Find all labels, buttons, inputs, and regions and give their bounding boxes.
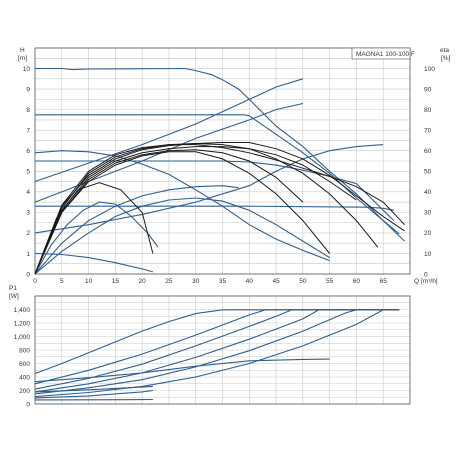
power-plot: 0 200 400 600 800 1,000 1,200 1,400 P1[W] xyxy=(9,285,410,408)
y2-tick-label: 10 xyxy=(424,251,432,258)
chart-title-box: MAGNA1 100-100 F xyxy=(352,48,415,59)
y-tick-label: 1 xyxy=(26,251,30,258)
operating-curve-line xyxy=(35,145,405,274)
y-tick-label: 7 xyxy=(26,127,30,134)
y2-tick-label: 60 xyxy=(424,148,432,155)
y2-tick-label: 80 xyxy=(424,107,432,114)
y-tick-label: 10 xyxy=(23,66,31,73)
y-tick-label: 2 xyxy=(26,230,30,237)
x-tick-label: 45 xyxy=(272,278,280,285)
p1-tick-label: 400 xyxy=(19,374,30,381)
p1-tick-label: 1,200 xyxy=(14,320,31,327)
y2-tick-label: 100 xyxy=(424,66,435,73)
y-axis-unit: [m] xyxy=(18,55,27,62)
y2-tick-label: 50 xyxy=(424,169,432,176)
y-tick-label: 9 xyxy=(26,86,30,93)
p1-tick-label: 0 xyxy=(26,401,30,408)
p1-tick-label: 800 xyxy=(19,347,30,354)
y2-tick-label: 90 xyxy=(424,86,432,93)
y-tick-label: 5 xyxy=(26,169,30,176)
operating-curve-line xyxy=(35,152,330,274)
power-curve-line xyxy=(35,310,399,384)
x-tick-label: 15 xyxy=(112,278,120,285)
y-tick-label: 8 xyxy=(26,107,30,114)
p1-tick-label: 600 xyxy=(19,361,30,368)
p1-tick-label: 200 xyxy=(19,388,30,395)
x-axis-label: Q xyxy=(414,278,419,285)
x-tick-label: 10 xyxy=(85,278,93,285)
x-axis-unit: [m³/h] xyxy=(421,278,438,285)
y2-tick-label: 40 xyxy=(424,189,432,196)
x-tick-label: 55 xyxy=(326,278,334,285)
y-tick-label: 6 xyxy=(26,148,30,155)
y2-axis-unit: [%] xyxy=(441,55,451,62)
y2-tick-label: 70 xyxy=(424,127,432,134)
x-tick-label: 30 xyxy=(192,278,200,285)
head-curve-line xyxy=(35,254,153,272)
chart-title: MAGNA1 100-100 F xyxy=(356,51,415,58)
x-tick-label: 40 xyxy=(246,278,254,285)
p1-axis-unit: [W] xyxy=(9,293,19,300)
x-tick-label: 35 xyxy=(219,278,227,285)
power-curve-line xyxy=(35,310,399,392)
y-tick-label: 4 xyxy=(26,189,30,196)
x-tick-label: 20 xyxy=(139,278,147,285)
x-tick-label: 60 xyxy=(353,278,361,285)
y-tick-label: 3 xyxy=(26,210,30,217)
x-tick-label: 0 xyxy=(33,278,37,285)
y2-axis-label: eta xyxy=(440,47,449,54)
x-tick-label: 5 xyxy=(60,278,64,285)
efficiency-curve-line xyxy=(35,198,330,274)
y-axis-label: H xyxy=(20,47,25,54)
head-curve-line xyxy=(35,69,405,242)
p1-tick-label: 1,400 xyxy=(14,307,31,314)
efficiency-curve-line xyxy=(35,145,383,233)
x-tick-label: 50 xyxy=(299,278,307,285)
p1-tick-label: 1,000 xyxy=(14,334,31,341)
efficiency-curve-line xyxy=(35,202,158,274)
y2-tick-label: 20 xyxy=(424,230,432,237)
x-tick-label: 65 xyxy=(380,278,388,285)
y-tick-label: 0 xyxy=(26,271,30,278)
x-tick-label: 25 xyxy=(165,278,173,285)
p1-axis-label: P1 xyxy=(9,285,17,292)
y2-tick-label: 30 xyxy=(424,210,432,217)
